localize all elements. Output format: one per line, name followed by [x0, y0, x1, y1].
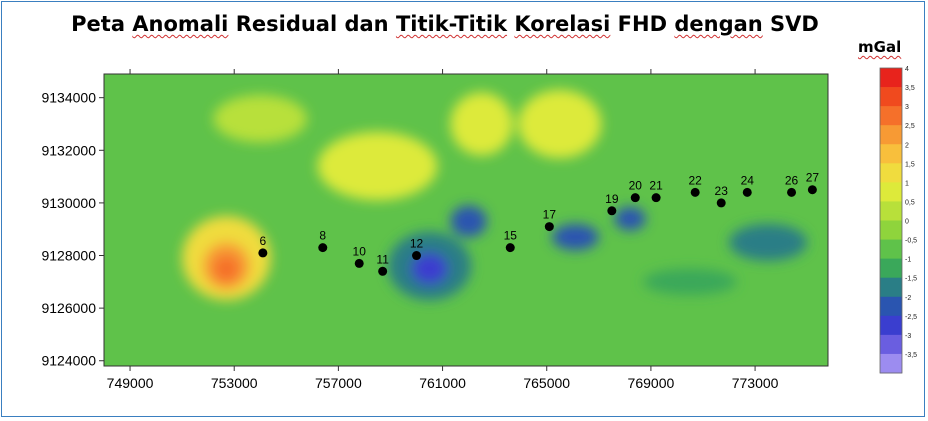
y-tick-label: 9128000: [41, 248, 96, 264]
point-label: 8: [319, 229, 326, 243]
y-tick-label: 9132000: [41, 142, 96, 158]
point-label: 10: [353, 244, 367, 258]
colorbar-swatch: [880, 220, 902, 241]
anomaly-blob: [317, 131, 438, 201]
colorbar-swatch: [880, 277, 902, 298]
colorbar-border: [879, 67, 903, 374]
correlation-point: [505, 243, 515, 253]
colorbar-swatch: [880, 201, 902, 221]
anomaly-blob: [729, 223, 808, 261]
point-label: 20: [629, 179, 643, 193]
chart-title: Peta Anomali Residual dan Titik-Titik Ko…: [71, 12, 819, 36]
point-label: 12: [410, 237, 424, 251]
colorbar-tick-label: -0,5: [905, 238, 917, 245]
colorbar-swatch: [880, 353, 902, 374]
anomaly-blob: [643, 268, 737, 295]
point-label: 23: [715, 184, 729, 198]
correlation-point: [787, 187, 797, 197]
correlation-point: [318, 243, 328, 253]
colorbar-tick-label: -2: [905, 295, 911, 302]
point-label: 26: [785, 173, 799, 187]
colorbar-tick-label: 2: [905, 142, 909, 149]
correlation-point: [354, 258, 364, 268]
point-label: 11: [376, 252, 389, 266]
point-label: 24: [741, 173, 755, 187]
colorbar-swatch: [880, 163, 902, 183]
colorbar-tick-label: 4: [905, 66, 909, 73]
colorbar-tick-label: -1: [905, 257, 911, 264]
point-label: 6: [260, 234, 267, 248]
colorbar-tick-label: 2,5: [905, 123, 915, 130]
colorbar-swatch: [880, 106, 902, 126]
anomaly-blob: [213, 255, 240, 282]
correlation-point: [378, 266, 388, 276]
correlation-point: [651, 193, 661, 203]
colorbar: 4 3,5 3 2,5 2 1,5 1 0,5 0 -0,5 -1 -1,5 -2 -2,5 -3 -3,5: [879, 66, 917, 374]
anomaly-blob: [213, 95, 308, 143]
x-tick-label: 769000: [628, 375, 675, 391]
colorbar-swatch: [880, 239, 902, 260]
y-tick-label: 9126000: [41, 300, 96, 316]
correlation-points: 6 8 10 11 12 15 17 19 20 21 22 23 24 26 27: [258, 171, 819, 276]
correlation-point: [807, 185, 817, 195]
colorbar-tick-label: 3,5: [905, 85, 915, 92]
colorbar-swatch: [880, 315, 902, 336]
correlation-point: [258, 248, 268, 258]
colorbar-tick-label: -1,5: [905, 276, 917, 283]
y-tick-label: 9130000: [41, 195, 96, 211]
colorbar-tick-label: 0,5: [905, 199, 915, 206]
x-tick-label: 753000: [211, 375, 258, 391]
colorbar-swatch: [880, 144, 902, 164]
x-tick-label: 749000: [107, 375, 154, 391]
colorbar-unit-label: mGal: [858, 38, 902, 56]
point-label: 21: [649, 179, 663, 193]
colorbar-swatch: [880, 125, 902, 145]
x-tick-label: 757000: [315, 375, 362, 391]
x-tick-label: 765000: [523, 375, 570, 391]
point-label: 19: [605, 192, 619, 206]
plot-border: [103, 73, 829, 367]
colorbar-tick-label: 1,5: [905, 161, 915, 168]
correlation-point: [742, 187, 752, 197]
colorbar-tick-label: 1: [905, 180, 909, 187]
colorbar-swatch: [880, 182, 902, 202]
y-tick-label: 9134000: [41, 90, 96, 106]
anomaly-blob: [411, 252, 448, 285]
colorbar-swatch: [880, 68, 902, 88]
x-tick-label: 761000: [419, 375, 466, 391]
axes: 749000 753000 757000 761000 765000 769000 7730…: [41, 69, 779, 391]
colorbar-tick-label: -3,5: [905, 352, 917, 359]
colorbar-swatch: [880, 258, 902, 279]
colorbar-swatch: [880, 296, 902, 317]
colorbar-swatch: [880, 334, 902, 355]
colorbar-tick-label: 0: [905, 219, 909, 226]
correlation-point: [544, 222, 554, 232]
point-label: 17: [543, 208, 557, 222]
heatmap-anomalies: [182, 89, 808, 301]
heatmap-field: [104, 74, 828, 366]
anomaly-blob: [450, 205, 487, 238]
colorbar-swatch: [880, 87, 902, 107]
correlation-point: [630, 193, 640, 203]
anomaly-blob: [614, 206, 646, 231]
point-label: 15: [504, 229, 518, 243]
point-label: 22: [689, 173, 703, 187]
y-tick-label: 9124000: [41, 353, 96, 369]
correlation-point: [690, 187, 700, 197]
anomaly-blob: [518, 89, 602, 159]
correlation-point: [607, 206, 617, 216]
correlation-point: [412, 251, 422, 261]
anomaly-blob: [551, 223, 599, 251]
x-tick-label: 773000: [732, 375, 779, 391]
colorbar-tick-label: 3: [905, 104, 909, 111]
point-label: 27: [806, 171, 820, 185]
anomaly-blob: [450, 92, 513, 156]
correlation-point: [716, 198, 726, 208]
colorbar-tick-label: -2,5: [905, 314, 917, 321]
colorbar-tick-label: -3: [905, 333, 911, 340]
